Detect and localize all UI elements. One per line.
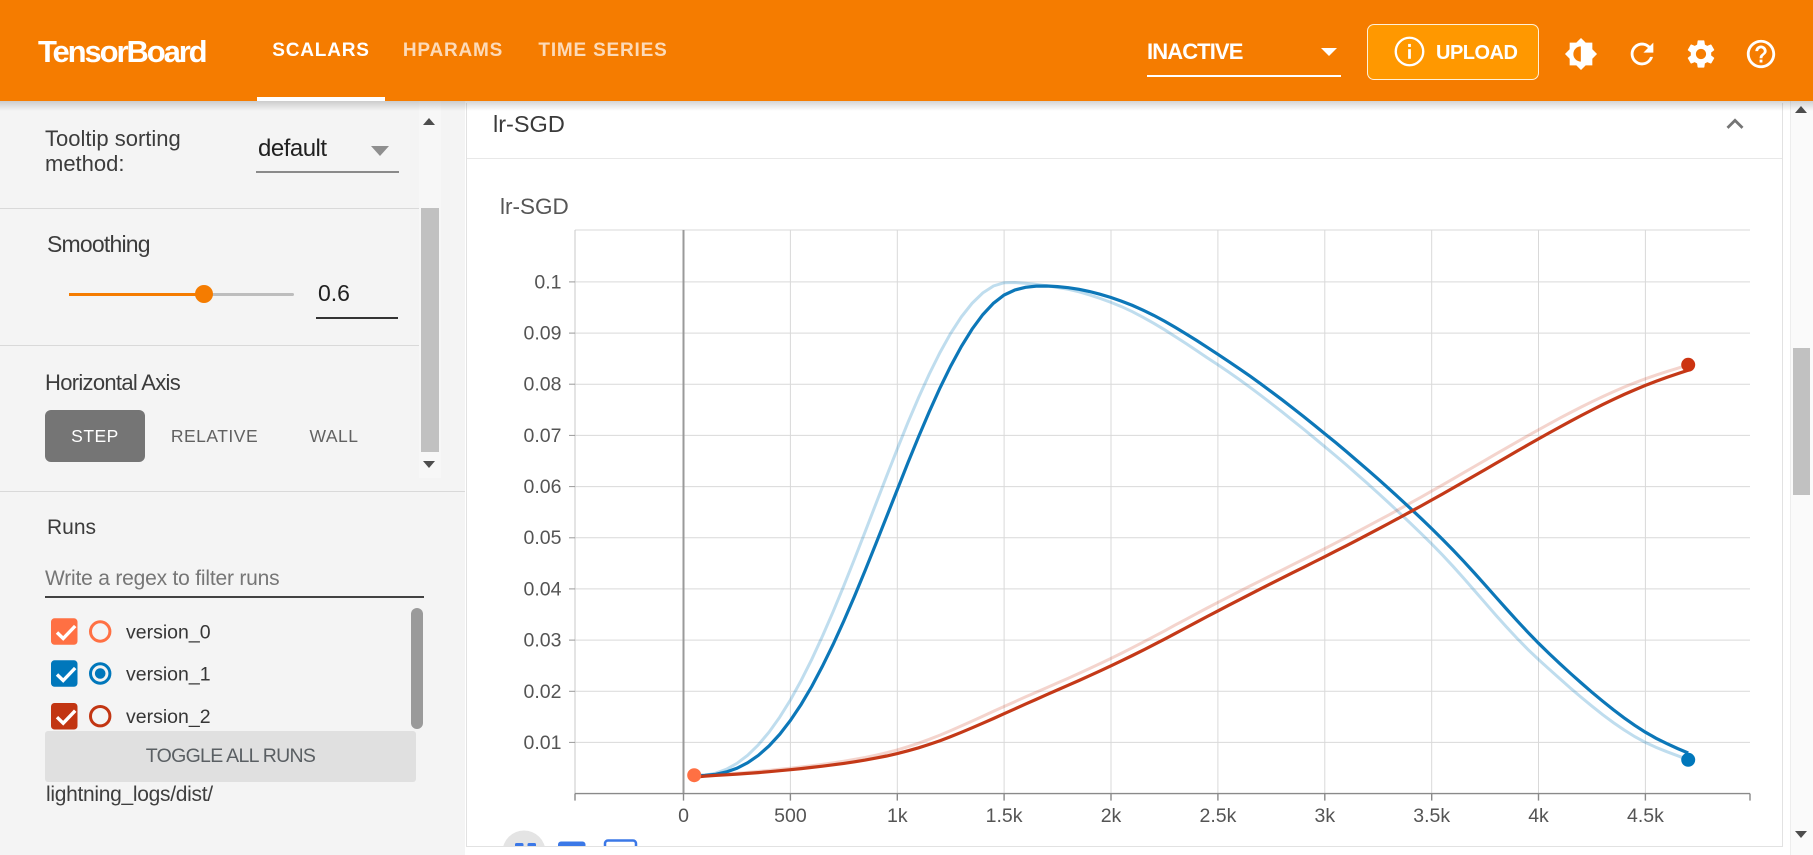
svg-text:0.05: 0.05 [524, 527, 562, 549]
svg-text:0.06: 0.06 [524, 476, 562, 498]
svg-text:1k: 1k [887, 805, 908, 827]
svg-text:3k: 3k [1314, 805, 1335, 827]
svg-text:1.5k: 1.5k [986, 805, 1023, 827]
svg-text:500: 500 [774, 805, 807, 827]
svg-text:0.03: 0.03 [524, 630, 562, 652]
svg-text:0.08: 0.08 [524, 374, 562, 396]
svg-text:lr-SGD: lr-SGD [500, 194, 569, 219]
svg-text:0.04: 0.04 [524, 578, 562, 600]
svg-text:version_2: version_2 [126, 706, 211, 728]
svg-text:2.5k: 2.5k [1199, 805, 1236, 827]
svg-text:0.01: 0.01 [524, 732, 562, 754]
svg-text:2k: 2k [1101, 805, 1122, 827]
svg-text:0.1: 0.1 [534, 271, 561, 293]
svg-text:0.07: 0.07 [524, 425, 562, 447]
svg-text:0.02: 0.02 [524, 681, 562, 703]
svg-text:version_0: version_0 [126, 622, 211, 644]
svg-text:0.09: 0.09 [524, 323, 562, 345]
svg-text:0: 0 [678, 805, 689, 827]
svg-text:version_1: version_1 [126, 664, 211, 686]
svg-text:4k: 4k [1528, 805, 1549, 827]
svg-text:4.5k: 4.5k [1627, 805, 1664, 827]
svg-text:3.5k: 3.5k [1413, 805, 1450, 827]
